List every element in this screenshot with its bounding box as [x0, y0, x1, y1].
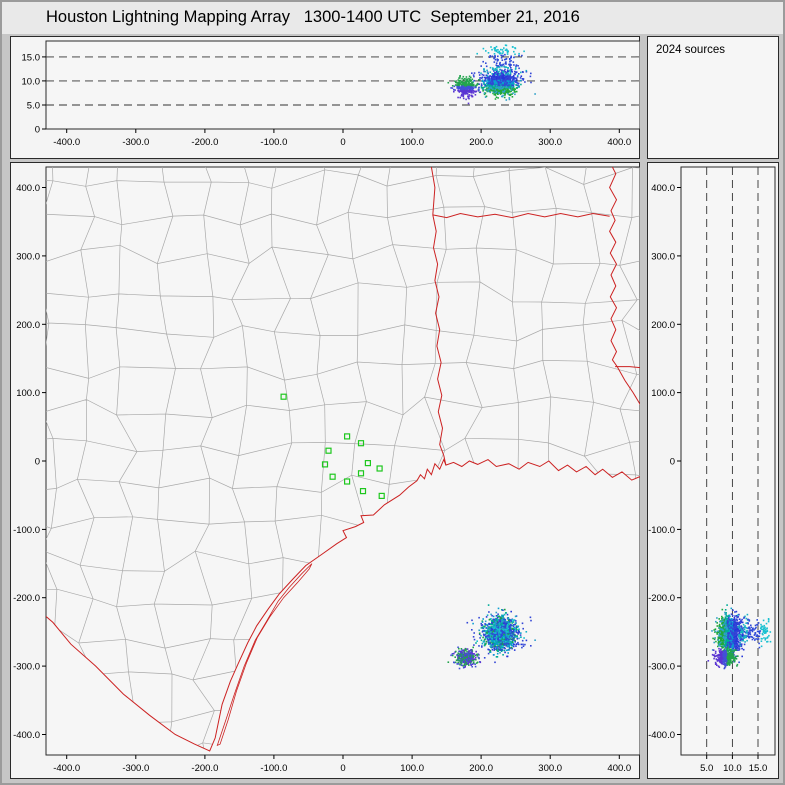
svg-text:-100.0: -100.0 [260, 763, 287, 774]
svg-text:0: 0 [340, 763, 345, 774]
svg-text:0: 0 [670, 457, 675, 468]
plan-view-map-panel: -400.0 -400.0 -300.0 -300.0 -200.0 -200.0 -100… [10, 162, 640, 779]
svg-text:200.0: 200.0 [469, 137, 493, 148]
plan-view-map-plot[interactable]: -400.0 -400.0 -300.0 -300.0 -200.0 -200.0 -100… [10, 162, 640, 779]
svg-text:5.0: 5.0 [27, 101, 40, 112]
ew-altitude-panel: 0 5.0 10.0 15.0 -400.0 -300.0 -200.0 -100.0 0 100… [10, 36, 640, 159]
svg-text:300.0: 300.0 [538, 763, 562, 774]
svg-text:-100.0: -100.0 [13, 525, 40, 536]
svg-text:400.0: 400.0 [607, 763, 631, 774]
svg-text:400.0: 400.0 [651, 183, 675, 194]
svg-text:200.0: 200.0 [469, 763, 493, 774]
svg-text:5.0: 5.0 [700, 763, 713, 774]
svg-text:0: 0 [340, 137, 345, 148]
svg-text:-200.0: -200.0 [191, 763, 218, 774]
svg-text:-300.0: -300.0 [648, 662, 675, 673]
svg-text:15.0: 15.0 [749, 763, 768, 774]
svg-text:-300.0: -300.0 [122, 763, 149, 774]
svg-text:100.0: 100.0 [16, 388, 40, 399]
svg-text:-200.0: -200.0 [648, 593, 675, 604]
svg-text:400.0: 400.0 [607, 137, 631, 148]
svg-text:400.0: 400.0 [16, 183, 40, 194]
svg-text:300.0: 300.0 [651, 251, 675, 262]
ns-altitude-panel: -400.0 -300.0 -200.0 -100.0 0 100.0 200.0 300.0… [647, 162, 779, 779]
ns-altitude-plot[interactable]: -400.0 -300.0 -200.0 -100.0 0 100.0 200.0 300.0… [647, 162, 779, 779]
svg-text:10.0: 10.0 [22, 76, 41, 87]
window-title: Houston Lightning Mapping Array 1300-140… [2, 2, 783, 34]
svg-text:15.0: 15.0 [22, 52, 41, 63]
svg-text:-100.0: -100.0 [648, 525, 675, 536]
svg-text:-200.0: -200.0 [13, 593, 40, 604]
svg-text:0: 0 [35, 457, 40, 468]
svg-text:10.0: 10.0 [723, 763, 742, 774]
svg-text:-200.0: -200.0 [191, 137, 218, 148]
svg-text:-400.0: -400.0 [648, 730, 675, 741]
svg-text:0: 0 [35, 125, 40, 136]
svg-text:-300.0: -300.0 [13, 662, 40, 673]
svg-text:-400.0: -400.0 [13, 730, 40, 741]
svg-text:100.0: 100.0 [400, 763, 424, 774]
ew-altitude-plot[interactable]: 0 5.0 10.0 15.0 -400.0 -300.0 -200.0 -100.0 0 100… [10, 36, 640, 159]
svg-text:-400.0: -400.0 [53, 137, 80, 148]
svg-text:300.0: 300.0 [538, 137, 562, 148]
svg-text:100.0: 100.0 [651, 388, 675, 399]
svg-text:200.0: 200.0 [651, 320, 675, 331]
svg-text:200.0: 200.0 [16, 320, 40, 331]
svg-text:100.0: 100.0 [400, 137, 424, 148]
svg-text:-400.0: -400.0 [53, 763, 80, 774]
svg-text:-300.0: -300.0 [122, 137, 149, 148]
sources-count-label: 2024 sources [656, 44, 726, 56]
sources-count-panel: 2024 sources [647, 36, 779, 159]
svg-text:-100.0: -100.0 [260, 137, 287, 148]
svg-text:300.0: 300.0 [16, 251, 40, 262]
